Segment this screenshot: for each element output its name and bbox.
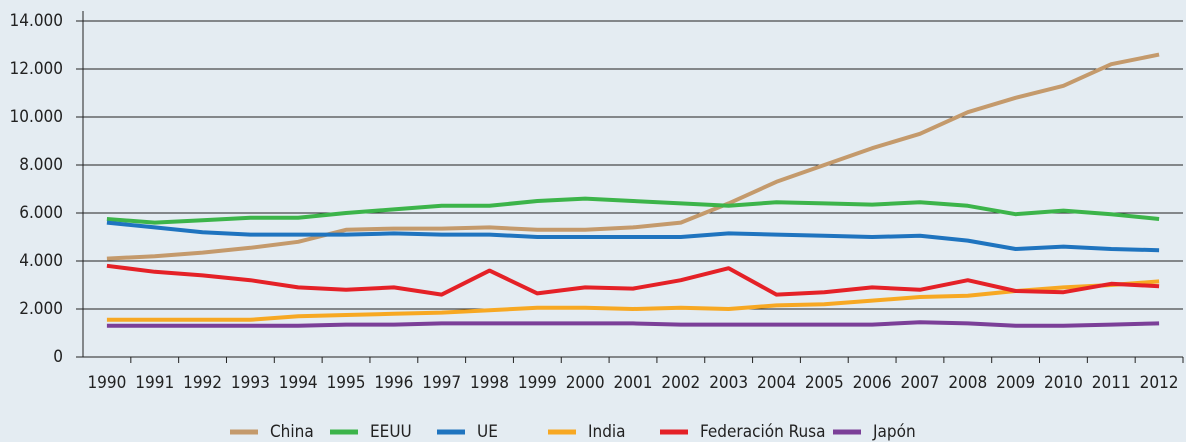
x-tick-label: 2000 [566, 373, 605, 393]
x-tick-label: 1999 [518, 373, 557, 393]
x-tick-label: 2004 [757, 373, 796, 393]
y-tick-label: 4.000 [19, 251, 63, 271]
x-tick-label: 2008 [948, 373, 987, 393]
line-series [106, 220, 1160, 253]
x-tick-label: 2006 [853, 373, 892, 393]
x-tick-label: 2009 [996, 373, 1035, 393]
x-tick-label: 2007 [900, 373, 939, 393]
y-tick-label: 12.000 [10, 59, 64, 79]
legend-label: India [588, 422, 626, 442]
x-tick-label: 2010 [1044, 373, 1083, 393]
x-tick-label: 2011 [1092, 373, 1131, 393]
x-tick-label: 2001 [614, 373, 653, 393]
x-tick-label: 1994 [279, 373, 318, 393]
legend-label: EEUU [370, 422, 412, 442]
y-tick-label: 10.000 [10, 107, 64, 127]
y-tick-label: 14.000 [10, 11, 64, 31]
legend-label: UE [477, 422, 498, 442]
y-tick-label: 2.000 [19, 299, 63, 319]
y-tick-label: 0 [53, 347, 63, 367]
x-tick-label: 1990 [87, 373, 126, 393]
x-tick-label: 1995 [327, 373, 366, 393]
line-series [106, 320, 1160, 328]
x-tick-label: 1996 [374, 373, 413, 393]
legend-label: Japón [872, 422, 916, 442]
legend-label: Federación Rusa [700, 422, 826, 442]
x-tick-label: 1991 [135, 373, 174, 393]
y-tick-label: 8.000 [19, 155, 63, 175]
line-series [106, 196, 1160, 225]
x-tick-label: 1998 [470, 373, 509, 393]
x-tick-label: 2005 [805, 373, 844, 393]
line-series [106, 279, 1160, 322]
x-tick-label: 2012 [1140, 373, 1179, 393]
line-series [106, 263, 1160, 297]
x-tick-label: 1997 [422, 373, 461, 393]
x-tick-label: 1992 [183, 373, 222, 393]
x-tick-label: 2002 [661, 373, 700, 393]
legend-label: China [270, 422, 314, 442]
x-tick-label: 2003 [709, 373, 748, 393]
line-series [106, 52, 1160, 261]
y-tick-label: 6.000 [19, 203, 63, 223]
x-tick-label: 1993 [231, 373, 270, 393]
